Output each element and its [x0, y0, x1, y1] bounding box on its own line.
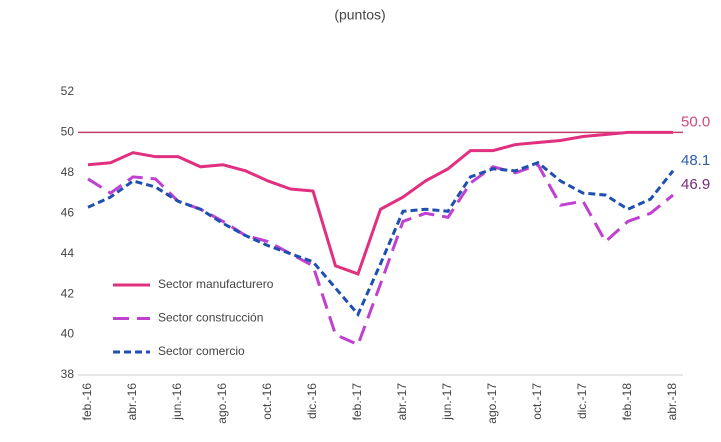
y-tick-label: 46	[61, 205, 75, 219]
x-tick-label: abr.-18	[665, 383, 679, 421]
data-label: 50.0	[681, 113, 710, 130]
line-series	[87, 130, 673, 276]
line-series	[87, 162, 674, 347]
x-tick-label: jun.-17	[440, 383, 454, 421]
line-series	[87, 161, 675, 318]
y-tick-label: 40	[61, 327, 75, 341]
x-tick-label: oct.-16	[260, 383, 274, 420]
y-tick-label: 52	[61, 84, 75, 98]
x-tick-label: dic.-16	[305, 383, 319, 419]
x-tick-label: abr.-16	[125, 383, 139, 421]
y-tick-label: 42	[61, 286, 75, 300]
x-tick-label: oct.-17	[530, 383, 544, 420]
x-tick-label: ago.-17	[485, 383, 499, 424]
x-tick-label: jun.-16	[170, 383, 184, 421]
chart-subtitle: (puntos)	[334, 7, 385, 23]
x-tick-label: feb.-17	[350, 383, 364, 421]
data-label: 48.1	[681, 152, 710, 169]
y-tick-label: 50	[61, 125, 75, 139]
x-tick-label: abr.-17	[395, 383, 409, 421]
legend-label: Sector comercio	[158, 344, 245, 358]
y-tick-label: 38	[61, 367, 75, 381]
x-tick-label: feb.-16	[80, 383, 94, 421]
x-tick-label: ago.-16	[215, 383, 229, 424]
data-label: 46.9	[681, 176, 710, 193]
y-tick-label: 48	[61, 165, 75, 179]
x-tick-label: dic.-17	[575, 383, 589, 419]
y-tick-label: 44	[61, 246, 75, 260]
legend-label: Sector manufacturero	[158, 277, 274, 291]
x-tick-label: feb.-18	[620, 383, 634, 421]
legend-label: Sector construcción	[158, 311, 263, 325]
